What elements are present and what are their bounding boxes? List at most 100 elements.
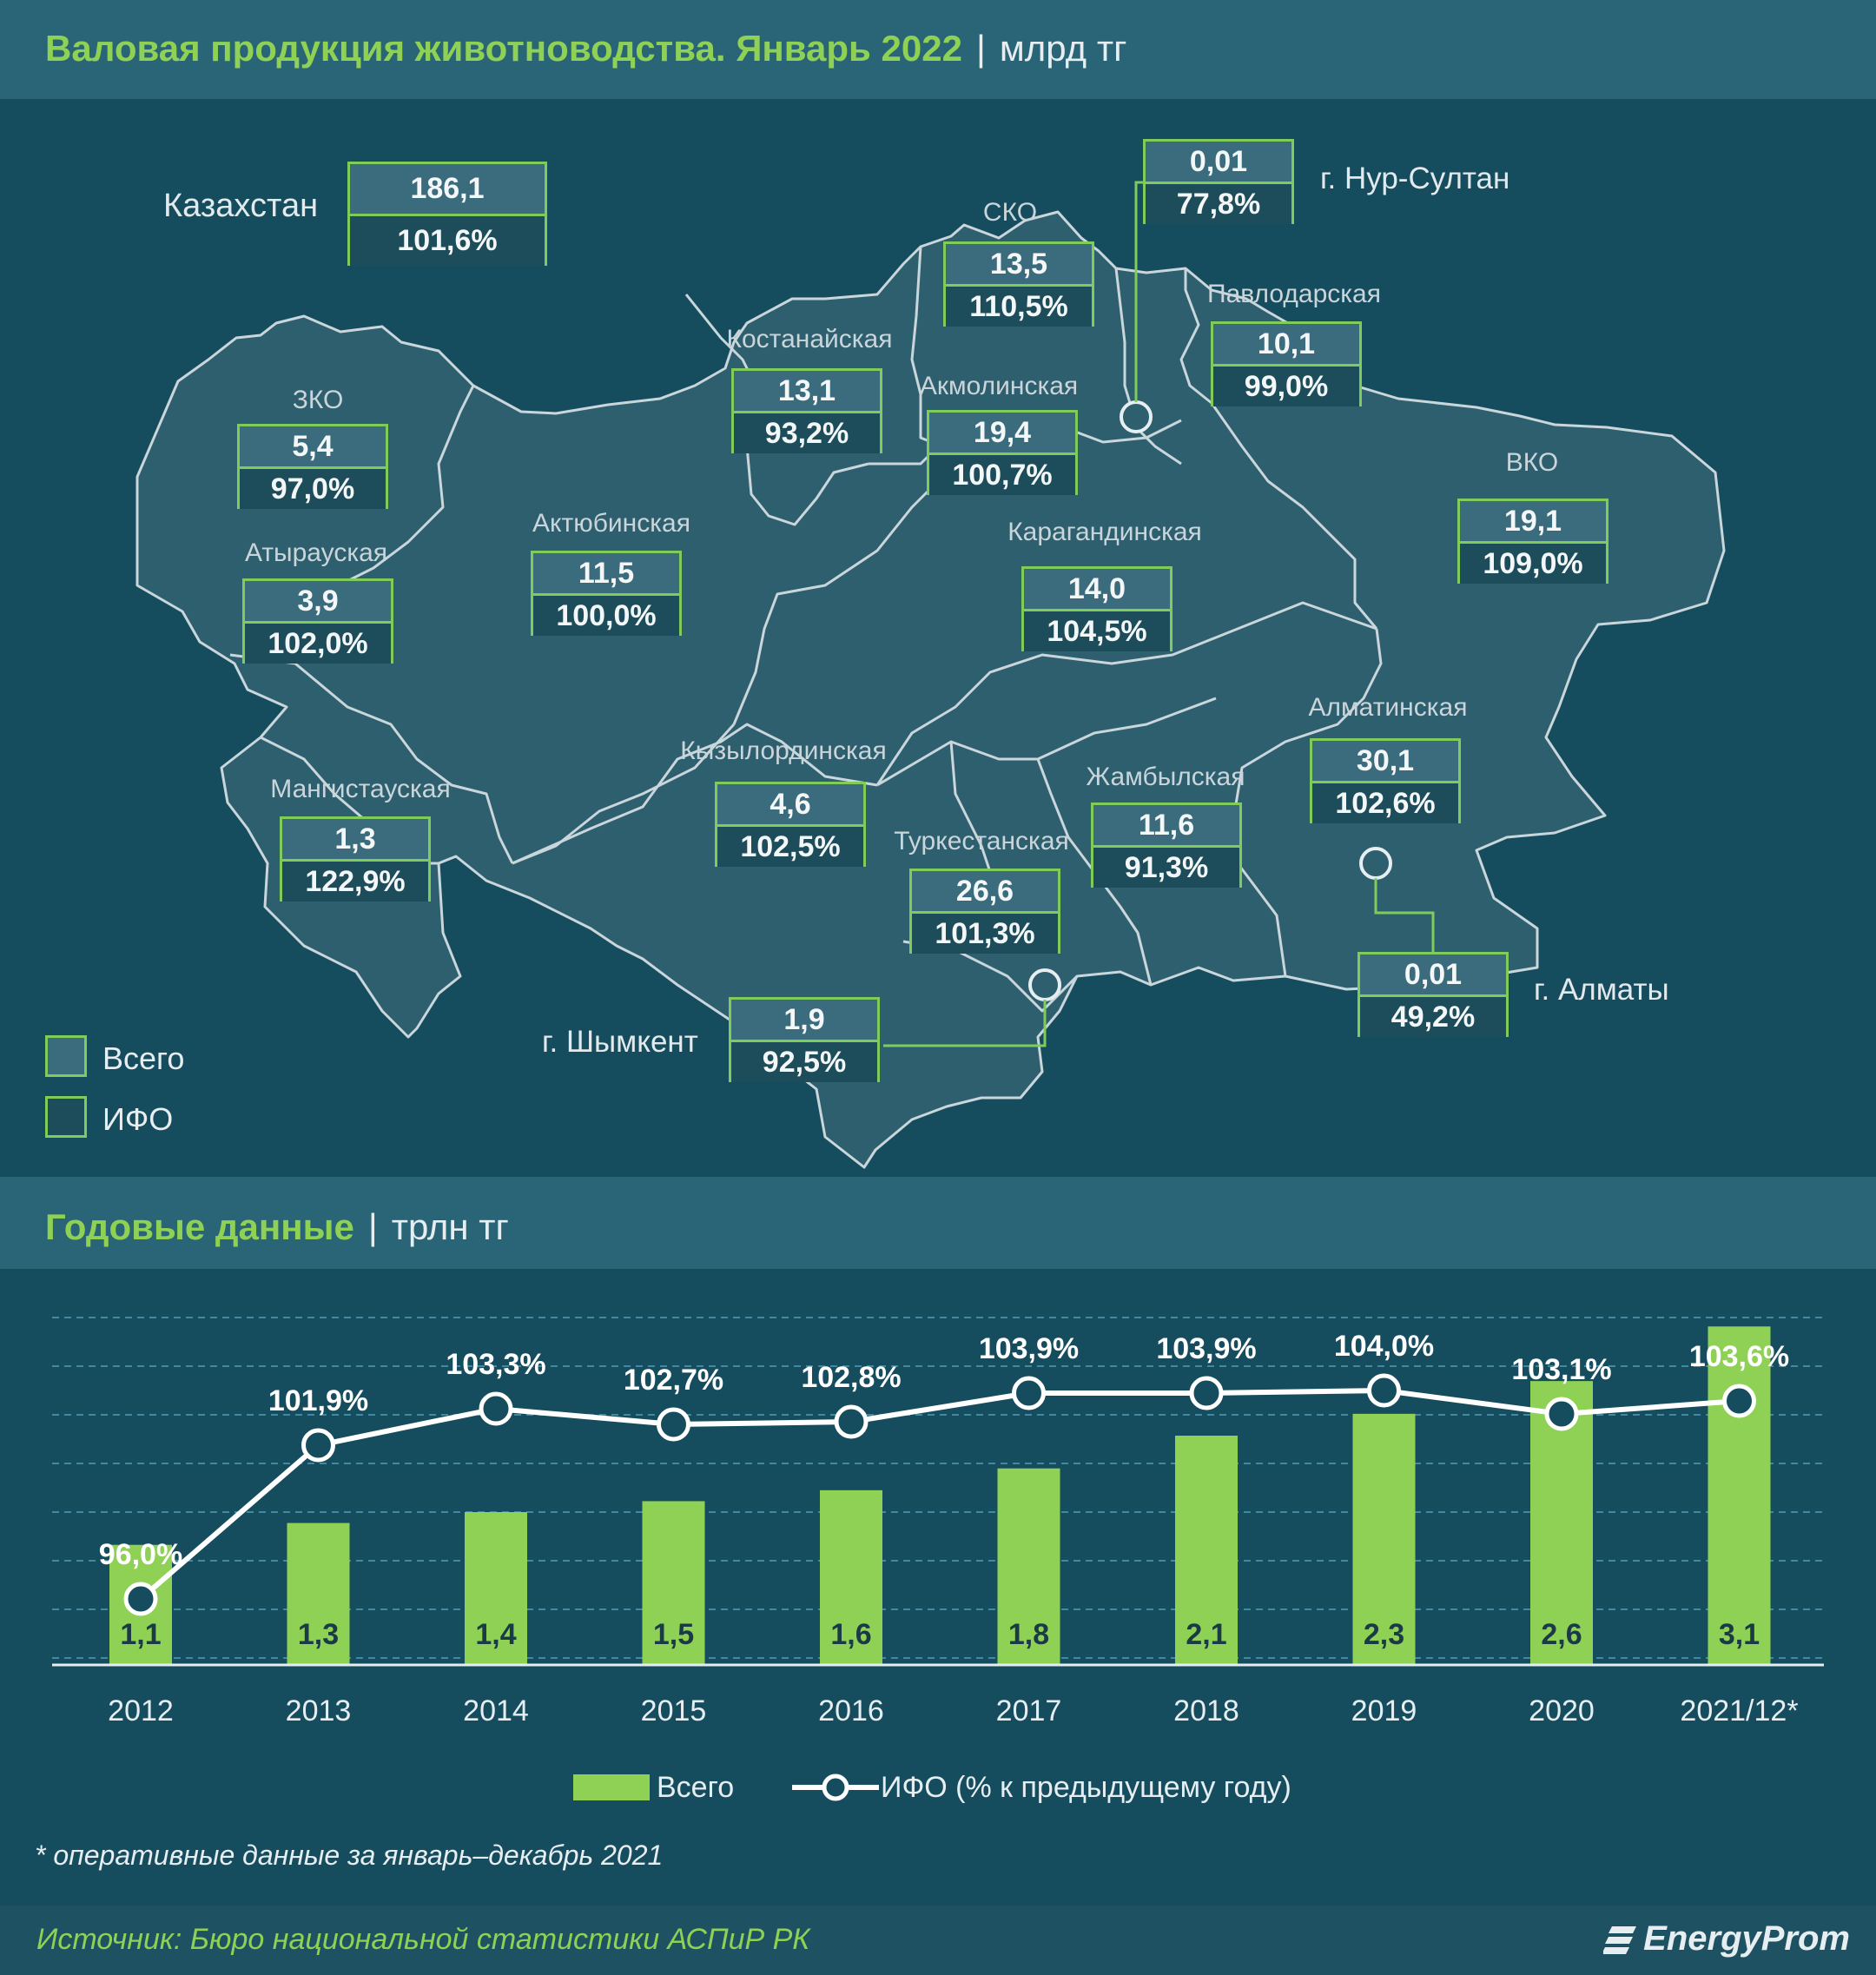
region-ifo: 100,0% [533,596,679,636]
x-tick-label: 2020 [1529,1694,1595,1727]
region-total: 4,6 [717,784,863,827]
region-box-turkestan: 26,6 101,3% [909,869,1060,954]
bar-value-label: 1,1 [120,1618,161,1651]
region-box-akmola: 19,4 100,7% [927,410,1078,495]
region-label-akmola: Акмолинская [919,372,1079,400]
region-box-zhambyl: 11,6 91,3% [1091,803,1242,888]
title-separator: | [975,28,986,69]
ifo-point [1367,1373,1401,1408]
region-box-zko: 5,4 97,0% [237,424,388,509]
shymkent-connector [883,1000,1047,1047]
x-tick-label: 2012 [108,1694,174,1727]
ifo-point [1012,1376,1046,1410]
energyprom-logo-icon [1603,1926,1637,1955]
city-box-nur-sultan: 0,01 77,8% [1143,139,1294,224]
ifo-point [1544,1397,1579,1431]
bar-2015 [642,1501,705,1665]
region-ifo: 97,0% [240,469,386,509]
ifo-point [301,1428,335,1463]
region-box-mangistau: 1,3 122,9% [280,816,431,902]
annual-title-text: Годовые данные [45,1206,354,1247]
map-unit: млрд тг [999,28,1127,69]
source-text: Источник: Бюро национальной статистики А… [36,1923,810,1956]
legend-bar-label: Всего [657,1771,734,1804]
region-ifo: 102,6% [1312,783,1458,823]
region-total: 10,1 [1213,324,1359,367]
ifo-value-label: 104,0% [1334,1330,1434,1363]
legend-total-swatch [45,1035,87,1077]
region-box-kyzylorda: 4,6 102,5% [715,782,866,867]
ifo-point [1189,1376,1224,1410]
bar-value-label: 1,8 [1008,1618,1049,1651]
bar-value-label: 1,4 [475,1618,516,1651]
bar-value-label: 1,3 [298,1618,339,1651]
kazakhstan-total: 186,1 [350,164,545,216]
region-total: 1,3 [282,819,428,862]
annual-chart: 1,1 2012 1,3 2013 1,4 2014 1,5 2015 1,6 2016 1,8 20… [52,1317,1824,1804]
city-label-nur-sultan: г. Нур-Султан [1320,162,1510,195]
city-label-shymkent: г. Шымкент [542,1025,698,1059]
country-outline [135,210,1726,1169]
bar-2021/12* [1708,1326,1771,1665]
x-tick-label: 2017 [996,1694,1062,1727]
map-title: Валовая продукция животноводства. Январь… [45,28,1126,69]
region-label-vko: ВКО [1505,448,1559,477]
map-header: Валовая продукция животноводства. Январь… [0,0,1876,99]
nur-sultan-connector [1134,181,1143,402]
region-ifo: 104,5% [1024,611,1170,651]
region-total: 3,9 [245,581,391,624]
legend-line-label: ИФО (% к предыдущему году) [881,1771,1291,1804]
ifo-value-label: 103,6% [1689,1340,1789,1373]
bar-2019 [1352,1413,1416,1665]
annual-header: Годовые данные | трлн тг [0,1177,1876,1269]
region-box-atyrau: 3,9 102,0% [242,578,393,664]
kazakhstan-label: Казахстан [163,188,319,224]
ifo-value-label: 103,3% [446,1348,545,1381]
region-total: 13,1 [734,371,880,413]
city-ifo: 49,2% [1360,997,1506,1037]
region-box-sko: 13,5 110,5% [943,241,1094,327]
city-total: 0,01 [1146,142,1291,184]
footnote: * оперативные данные за январь–декабрь 2… [35,1840,664,1871]
region-label-kyzylorda: Кызылординская [680,736,887,765]
bar-2017 [997,1468,1060,1665]
bar-2013 [287,1523,350,1665]
region-label-turkestan: Туркестанская [894,827,1069,855]
region-box-vko: 19,1 109,0% [1457,499,1608,584]
region-box-kostanay: 13,1 93,2% [731,368,882,453]
region-ifo: 102,5% [717,827,863,867]
region-box-almaty-region: 30,1 102,6% [1310,738,1461,823]
brand-logo: EnergyProm [1603,1919,1850,1958]
ifo-line [139,1387,1740,1602]
ifo-value-label: 96,0% [99,1538,182,1571]
region-total: 19,4 [929,413,1075,455]
region-label-zko: ЗКО [292,386,344,414]
region-label-almaty-region: Алматинская [1308,693,1468,722]
legend-ifo-swatch [45,1096,87,1138]
region-label-kostanay: Костанайская [726,325,893,353]
footer: Источник: Бюро национальной статистики А… [0,1906,1876,1975]
region-box-aktobe: 11,5 100,0% [531,551,682,636]
annual-title: Годовые данные | трлн тг [45,1206,509,1248]
region-ifo: 101,3% [912,914,1058,954]
region-total: 11,5 [533,553,679,596]
city-ifo: 92,5% [731,1042,877,1082]
region-label-aktobe: Актюбинская [532,509,690,538]
x-tick-label: 2021/12* [1680,1694,1798,1727]
bar-2018 [1175,1436,1238,1665]
region-total: 19,1 [1460,501,1606,544]
ifo-value-label: 102,8% [801,1361,901,1394]
region-label-sko: СКО [982,198,1038,227]
x-tick-label: 2015 [641,1694,707,1727]
region-total: 5,4 [240,426,386,469]
x-tick-label: 2014 [463,1694,529,1727]
x-tick-label: 2018 [1173,1694,1239,1727]
ifo-point [1722,1384,1756,1418]
logo-text: EnergyProm [1643,1919,1850,1958]
bar-2016 [820,1490,882,1665]
bar-value-label: 2,6 [1541,1618,1582,1651]
region-total: 26,6 [912,871,1058,914]
city-box-shymkent: 1,9 92,5% [729,997,880,1082]
ifo-point [834,1404,869,1439]
bar-value-label: 3,1 [1719,1618,1760,1651]
